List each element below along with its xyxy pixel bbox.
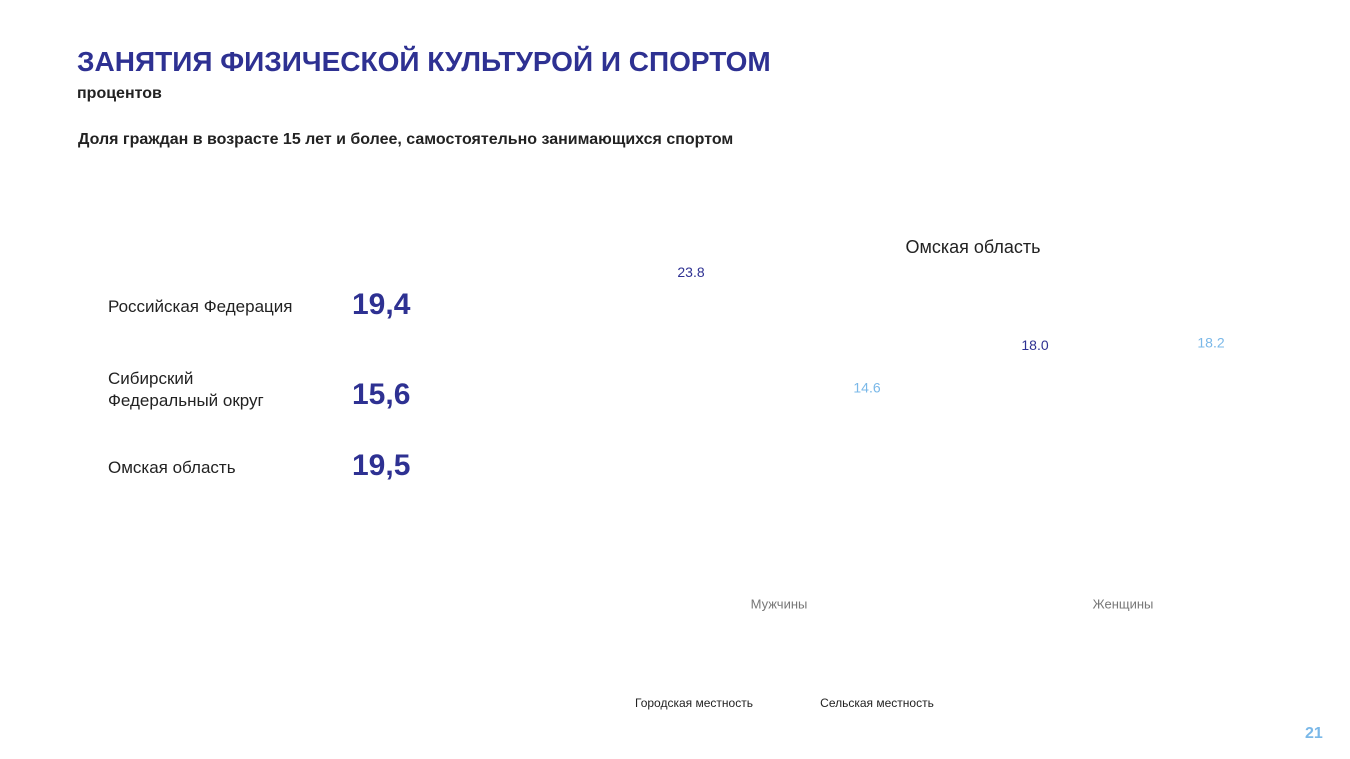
legend-label: Сельская местность (820, 696, 934, 710)
page-number: 21 (1305, 725, 1323, 742)
bar (975, 352, 1095, 579)
chart-title: Омская область (905, 237, 1040, 257)
data-label: 18.2 (1197, 334, 1224, 350)
data-label: 14.6 (853, 380, 880, 396)
bar (1151, 350, 1271, 579)
indicator-value: 19,5 (352, 449, 411, 482)
indicator-label: Российская Федерация (108, 297, 293, 316)
indicator-value: 19,4 (352, 288, 411, 321)
x-tick-label: Женщины (1093, 596, 1154, 611)
bar (807, 395, 927, 579)
indicator-label: Сибирский Федеральный округ (108, 369, 264, 410)
indicator-value: 15,6 (352, 378, 411, 411)
bar (631, 279, 751, 579)
legend-label: Городская местность (635, 696, 753, 710)
indicator-label: Омская область (108, 458, 236, 477)
subtitle: Доля граждан в возрасте 15 лет и более, … (78, 131, 734, 148)
slide-title: ЗАНЯТИЯ ФИЗИЧЕСКОЙ КУЛЬТУРОЙ И СПОРТОМ (77, 46, 771, 77)
data-label: 18.0 (1021, 337, 1048, 353)
x-tick-label: Мужчины (751, 596, 808, 611)
unit: процентов (77, 85, 162, 102)
data-label: 23.8 (677, 264, 704, 280)
